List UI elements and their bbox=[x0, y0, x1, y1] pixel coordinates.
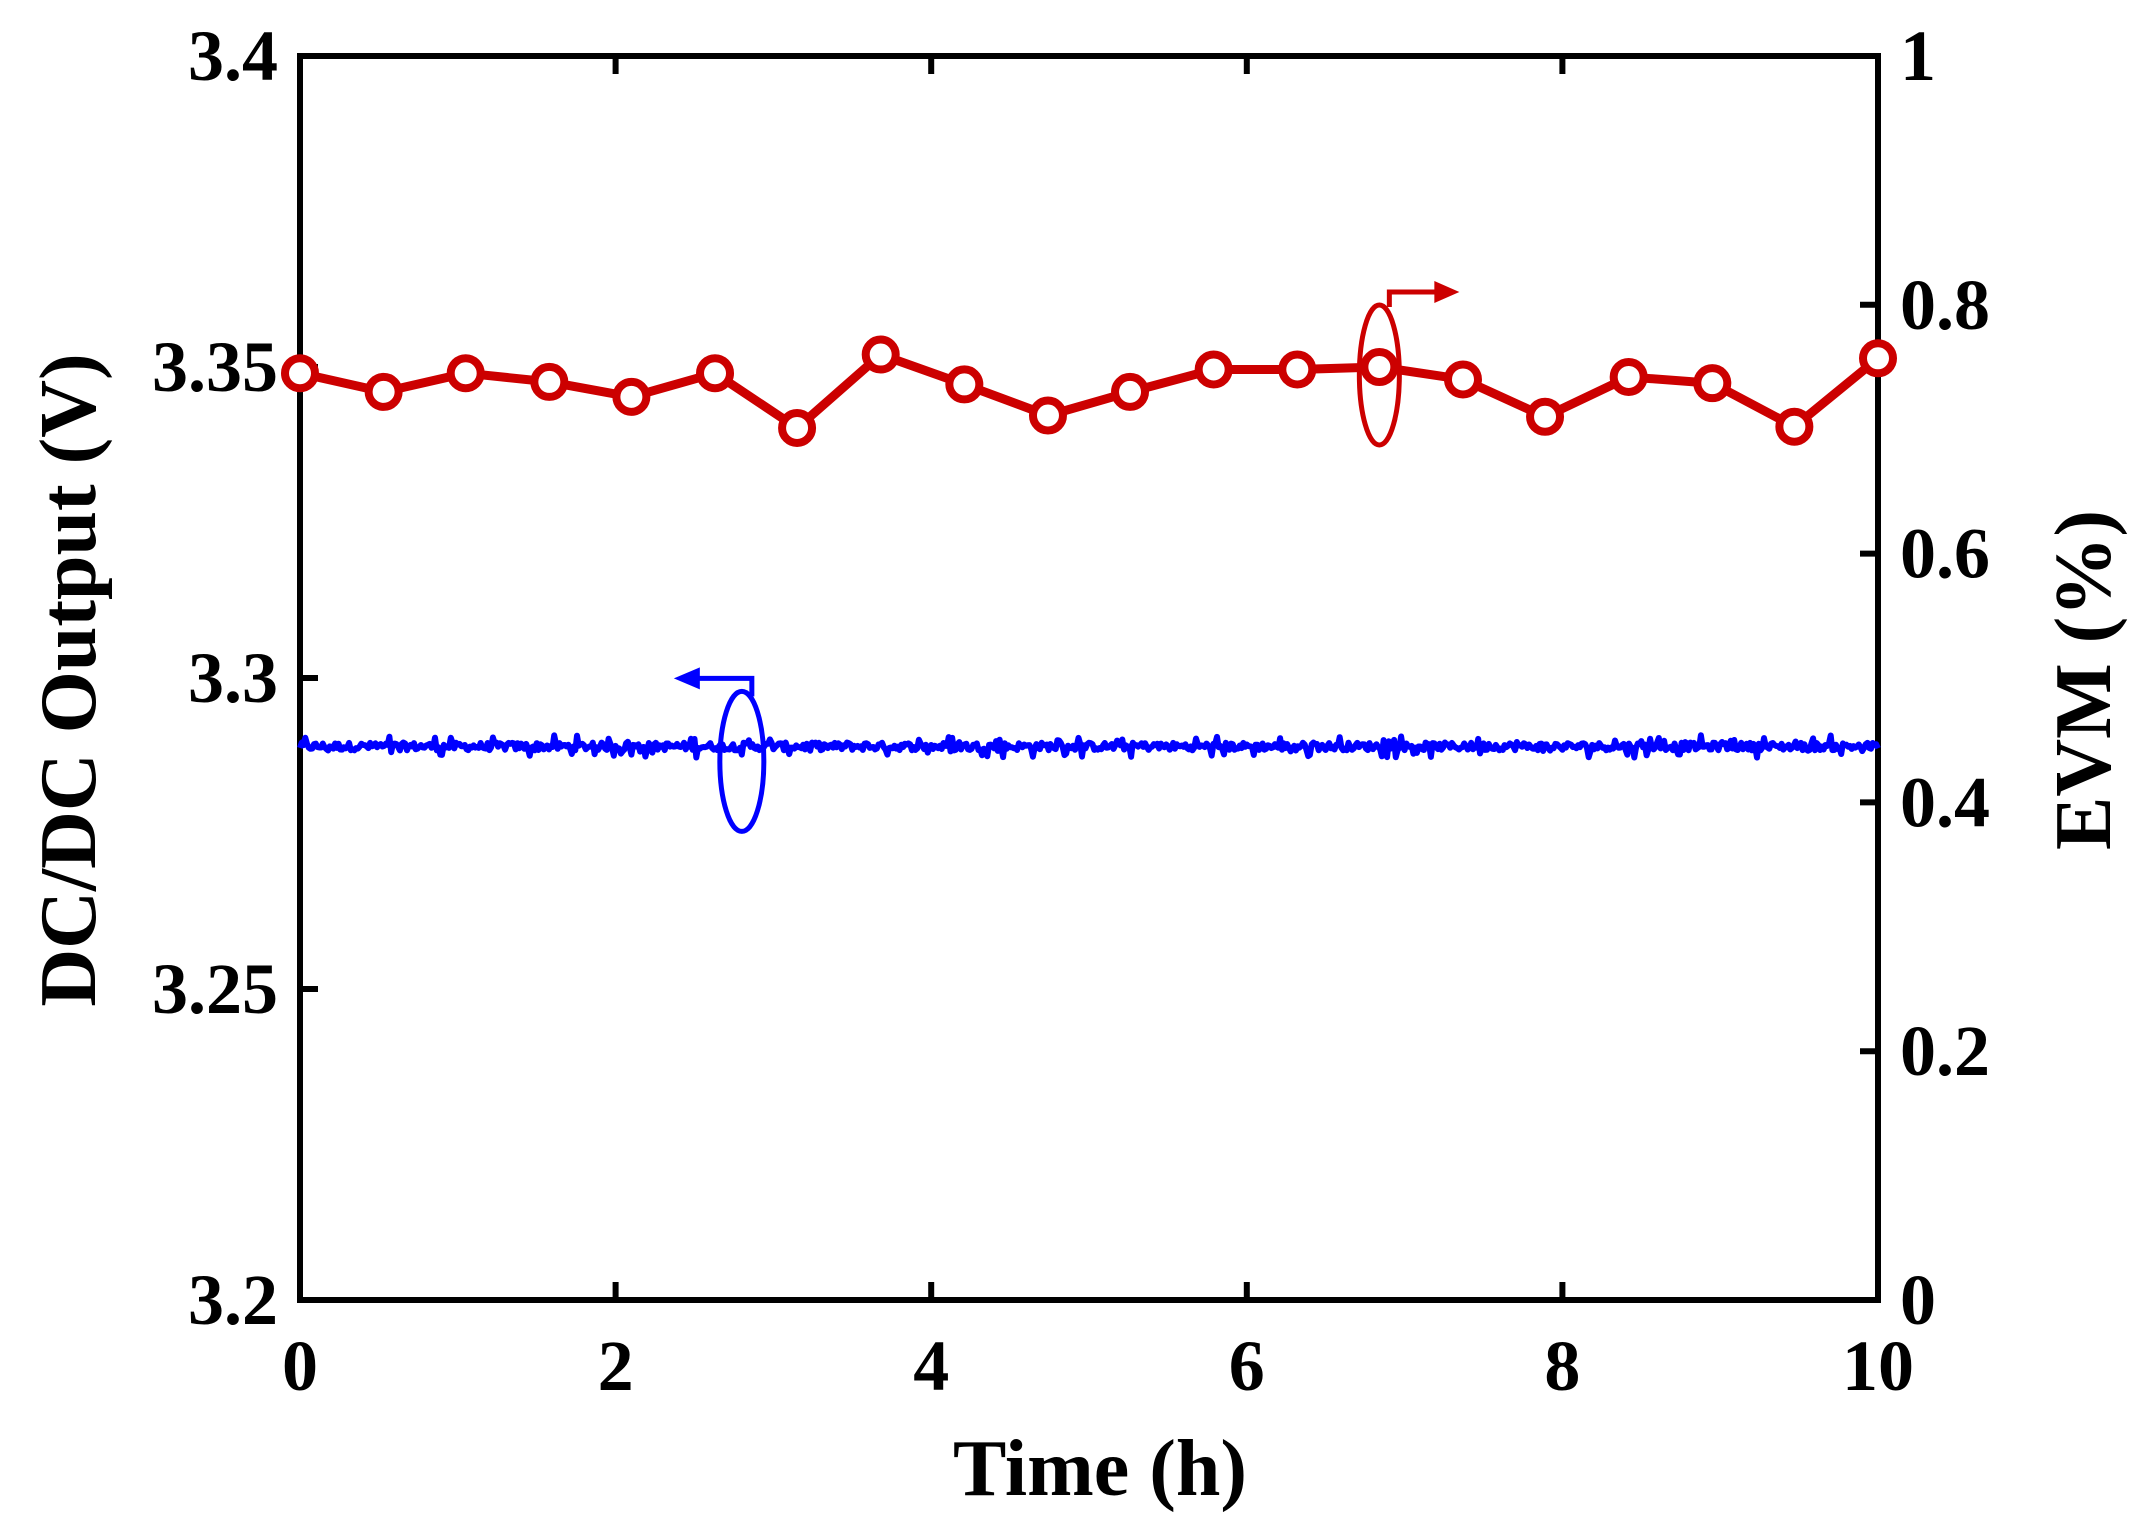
y-right-tick-label: 0.6 bbox=[1900, 514, 1990, 594]
evm-point bbox=[1278, 350, 1317, 389]
labels: Time (h) DC/DC Output (V) EVM (%) bbox=[25, 353, 2128, 1513]
y-right-tick-label: 0.8 bbox=[1900, 265, 1990, 345]
evm-point bbox=[281, 354, 319, 393]
evm-axis-indicator-ellipse bbox=[1356, 302, 1402, 448]
evm-point bbox=[778, 408, 817, 447]
evm-point bbox=[1111, 372, 1150, 411]
evm-point bbox=[1859, 339, 1897, 378]
evm-point bbox=[1609, 357, 1648, 396]
evm-point bbox=[1526, 397, 1565, 436]
evm-point bbox=[1194, 350, 1233, 389]
dc-axis-indicator-arrow bbox=[696, 675, 755, 697]
plot-frame bbox=[297, 53, 1881, 1303]
y-left-tick-label: 3.3 bbox=[188, 638, 278, 718]
axes: 0 2 4 6 8 10 3.2 3.25 3.3 3.35 3.4 0 0.2 0.4 0.6 0.8 1 bbox=[152, 16, 1990, 1406]
evm-point bbox=[530, 362, 569, 401]
axis-indicators bbox=[673, 281, 1460, 834]
y-right-tick-label: 0.2 bbox=[1900, 1011, 1990, 1091]
x-axis-title: Time (h) bbox=[953, 1425, 1247, 1513]
arrow-right-icon bbox=[1434, 281, 1460, 303]
evm-point bbox=[446, 354, 485, 393]
y-left-tick-label: 3.35 bbox=[152, 327, 278, 407]
x-tick-label: 0 bbox=[282, 1326, 318, 1406]
dc-dc-output-series bbox=[297, 732, 1881, 761]
y-right-tick-label: 0 bbox=[1900, 1260, 1936, 1340]
y-left-tick-label: 3.4 bbox=[188, 16, 278, 96]
evm-axis-indicator-arrow bbox=[1386, 289, 1440, 307]
evm-point bbox=[945, 365, 984, 404]
evm-series bbox=[281, 335, 1897, 447]
y-right-tick-label: 0.4 bbox=[1900, 762, 1990, 842]
evm-point bbox=[1028, 396, 1067, 435]
x-tick-label: 8 bbox=[1544, 1326, 1580, 1406]
x-tick-label: 10 bbox=[1842, 1326, 1914, 1406]
dc-axis-indicator-ellipse bbox=[717, 688, 767, 834]
evm-point bbox=[1443, 360, 1482, 399]
y-left-axis-title: DC/DC Output (V) bbox=[25, 353, 113, 1006]
y-left-tick-label: 3.25 bbox=[152, 949, 278, 1029]
evm-point bbox=[1360, 348, 1399, 386]
evm-point bbox=[612, 377, 651, 416]
y-right-axis-title: EVM (%) bbox=[2040, 510, 2128, 850]
evm-point bbox=[696, 354, 735, 393]
x-tick-label: 6 bbox=[1229, 1326, 1265, 1406]
evm-point bbox=[1775, 407, 1814, 446]
y-right-tick-label: 1 bbox=[1900, 16, 1936, 96]
arrow-left-icon bbox=[673, 667, 700, 690]
dc-dc-output-line bbox=[297, 732, 1881, 761]
x-tick-label: 4 bbox=[913, 1326, 949, 1406]
evm-point bbox=[1693, 364, 1732, 403]
evm-point bbox=[364, 372, 403, 411]
y-left-tick-label: 3.2 bbox=[188, 1260, 278, 1340]
x-tick-label: 2 bbox=[598, 1326, 634, 1406]
evm-point bbox=[861, 335, 900, 374]
